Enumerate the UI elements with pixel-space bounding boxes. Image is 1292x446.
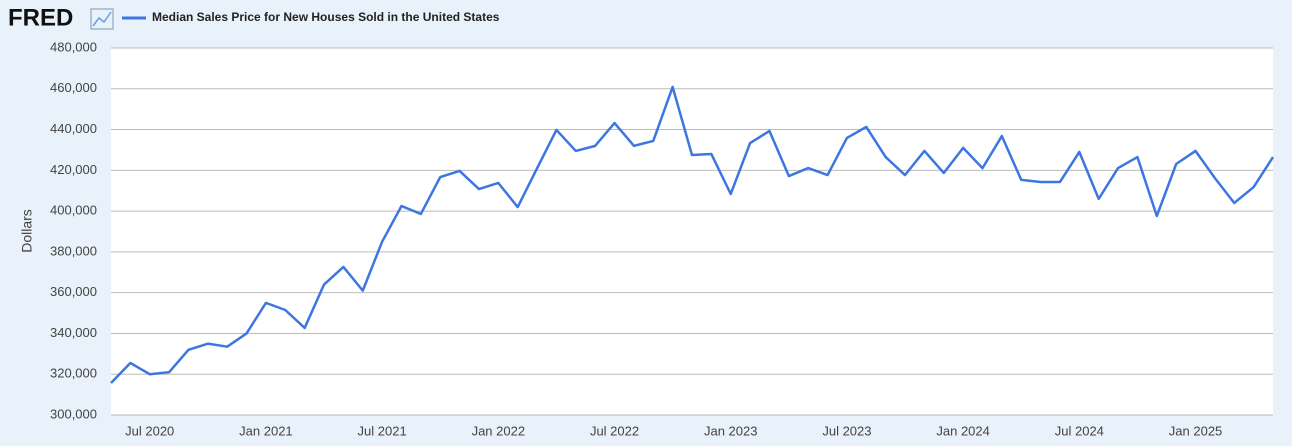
x-tick-label: Jul 2020 xyxy=(125,423,174,438)
x-tick-label: Jan 2021 xyxy=(239,423,293,438)
y-tick-label: 480,000 xyxy=(50,39,97,54)
y-tick-label: 320,000 xyxy=(50,366,97,381)
y-tick-label: 460,000 xyxy=(50,80,97,95)
x-tick-label: Jan 2025 xyxy=(1169,423,1223,438)
logo-icon xyxy=(90,8,114,30)
y-tick-label: 340,000 xyxy=(50,325,97,340)
y-tick-label: 400,000 xyxy=(50,203,97,218)
x-tick-label: Jan 2023 xyxy=(704,423,758,438)
y-tick-label: 360,000 xyxy=(50,284,97,299)
x-tick-label: Jul 2024 xyxy=(1055,423,1104,438)
plot-area xyxy=(111,48,1273,415)
legend-label: Median Sales Price for New Houses Sold i… xyxy=(152,10,500,24)
x-tick-label: Jan 2022 xyxy=(472,423,526,438)
y-tick-label: 300,000 xyxy=(50,406,97,421)
x-tick-label: Jan 2024 xyxy=(936,423,990,438)
y-axis-label: Dollars xyxy=(19,209,35,253)
x-tick-label: Jul 2021 xyxy=(358,423,407,438)
y-tick-label: 380,000 xyxy=(50,243,97,258)
x-tick-label: Jul 2023 xyxy=(822,423,871,438)
y-tick-label: 420,000 xyxy=(50,162,97,177)
data-line xyxy=(110,85,1275,384)
logo: FRED xyxy=(8,4,73,31)
y-tick-label: 440,000 xyxy=(50,121,97,136)
x-tick-label: Jul 2022 xyxy=(590,423,639,438)
